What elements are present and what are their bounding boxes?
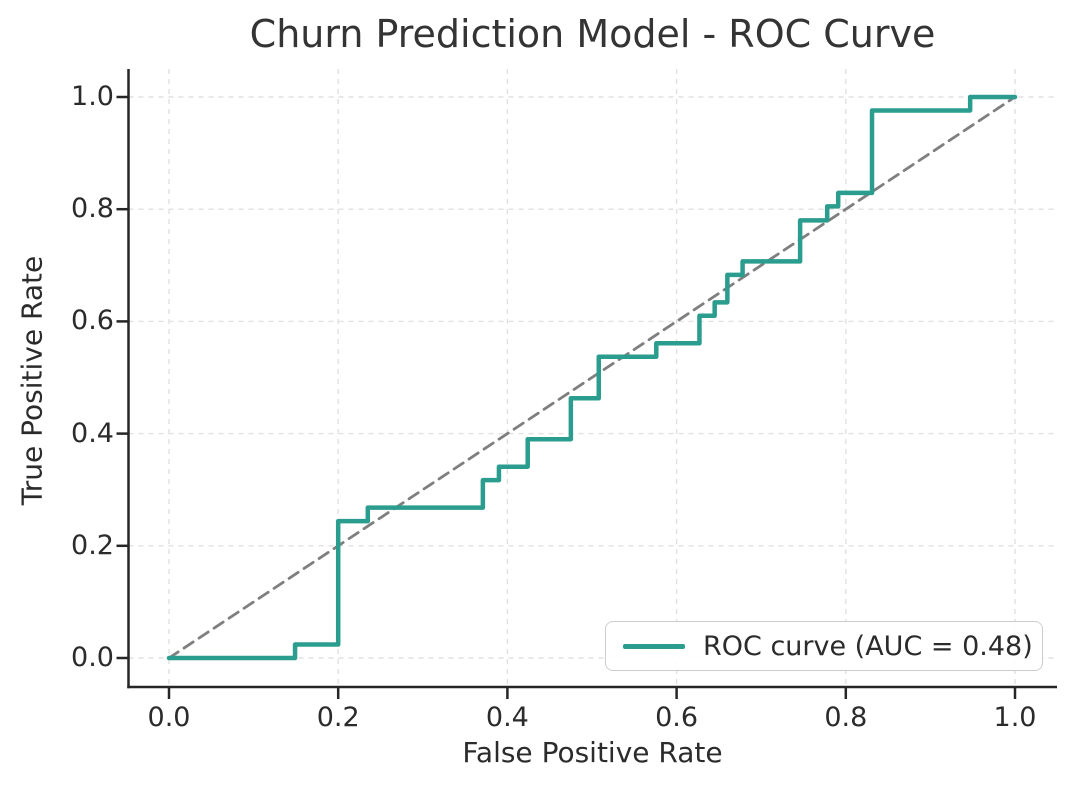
y-tick-label: 0.6 xyxy=(71,305,114,337)
y-tick-label: 0.0 xyxy=(71,642,114,673)
roc-curve-legend-swatch xyxy=(623,643,685,649)
x-tick-label: 0.8 xyxy=(824,702,868,733)
y-tick-label: 0.4 xyxy=(71,417,114,449)
legend: ROC curve (AUC = 0.48) xyxy=(605,621,1043,671)
x-tick-label: 0.6 xyxy=(655,702,699,733)
x-tick-label: 0.0 xyxy=(147,702,191,733)
chart-title: Churn Prediction Model - ROC Curve xyxy=(249,12,936,56)
roc-curve-path xyxy=(166,94,1018,661)
y-tick-label: 1.0 xyxy=(71,81,114,112)
x-tick-label: 0.4 xyxy=(485,702,529,733)
legend-label: ROC curve (AUC = 0.48) xyxy=(703,630,1033,662)
y-tick-label: 0.8 xyxy=(71,193,114,225)
y-tick-label: 0.2 xyxy=(71,529,114,561)
x-axis-label: False Positive Rate xyxy=(462,736,723,769)
x-tick-label: 0.2 xyxy=(316,702,360,733)
x-tick-label: 1.0 xyxy=(993,702,1037,733)
chance-diagonal-line xyxy=(167,95,1017,660)
